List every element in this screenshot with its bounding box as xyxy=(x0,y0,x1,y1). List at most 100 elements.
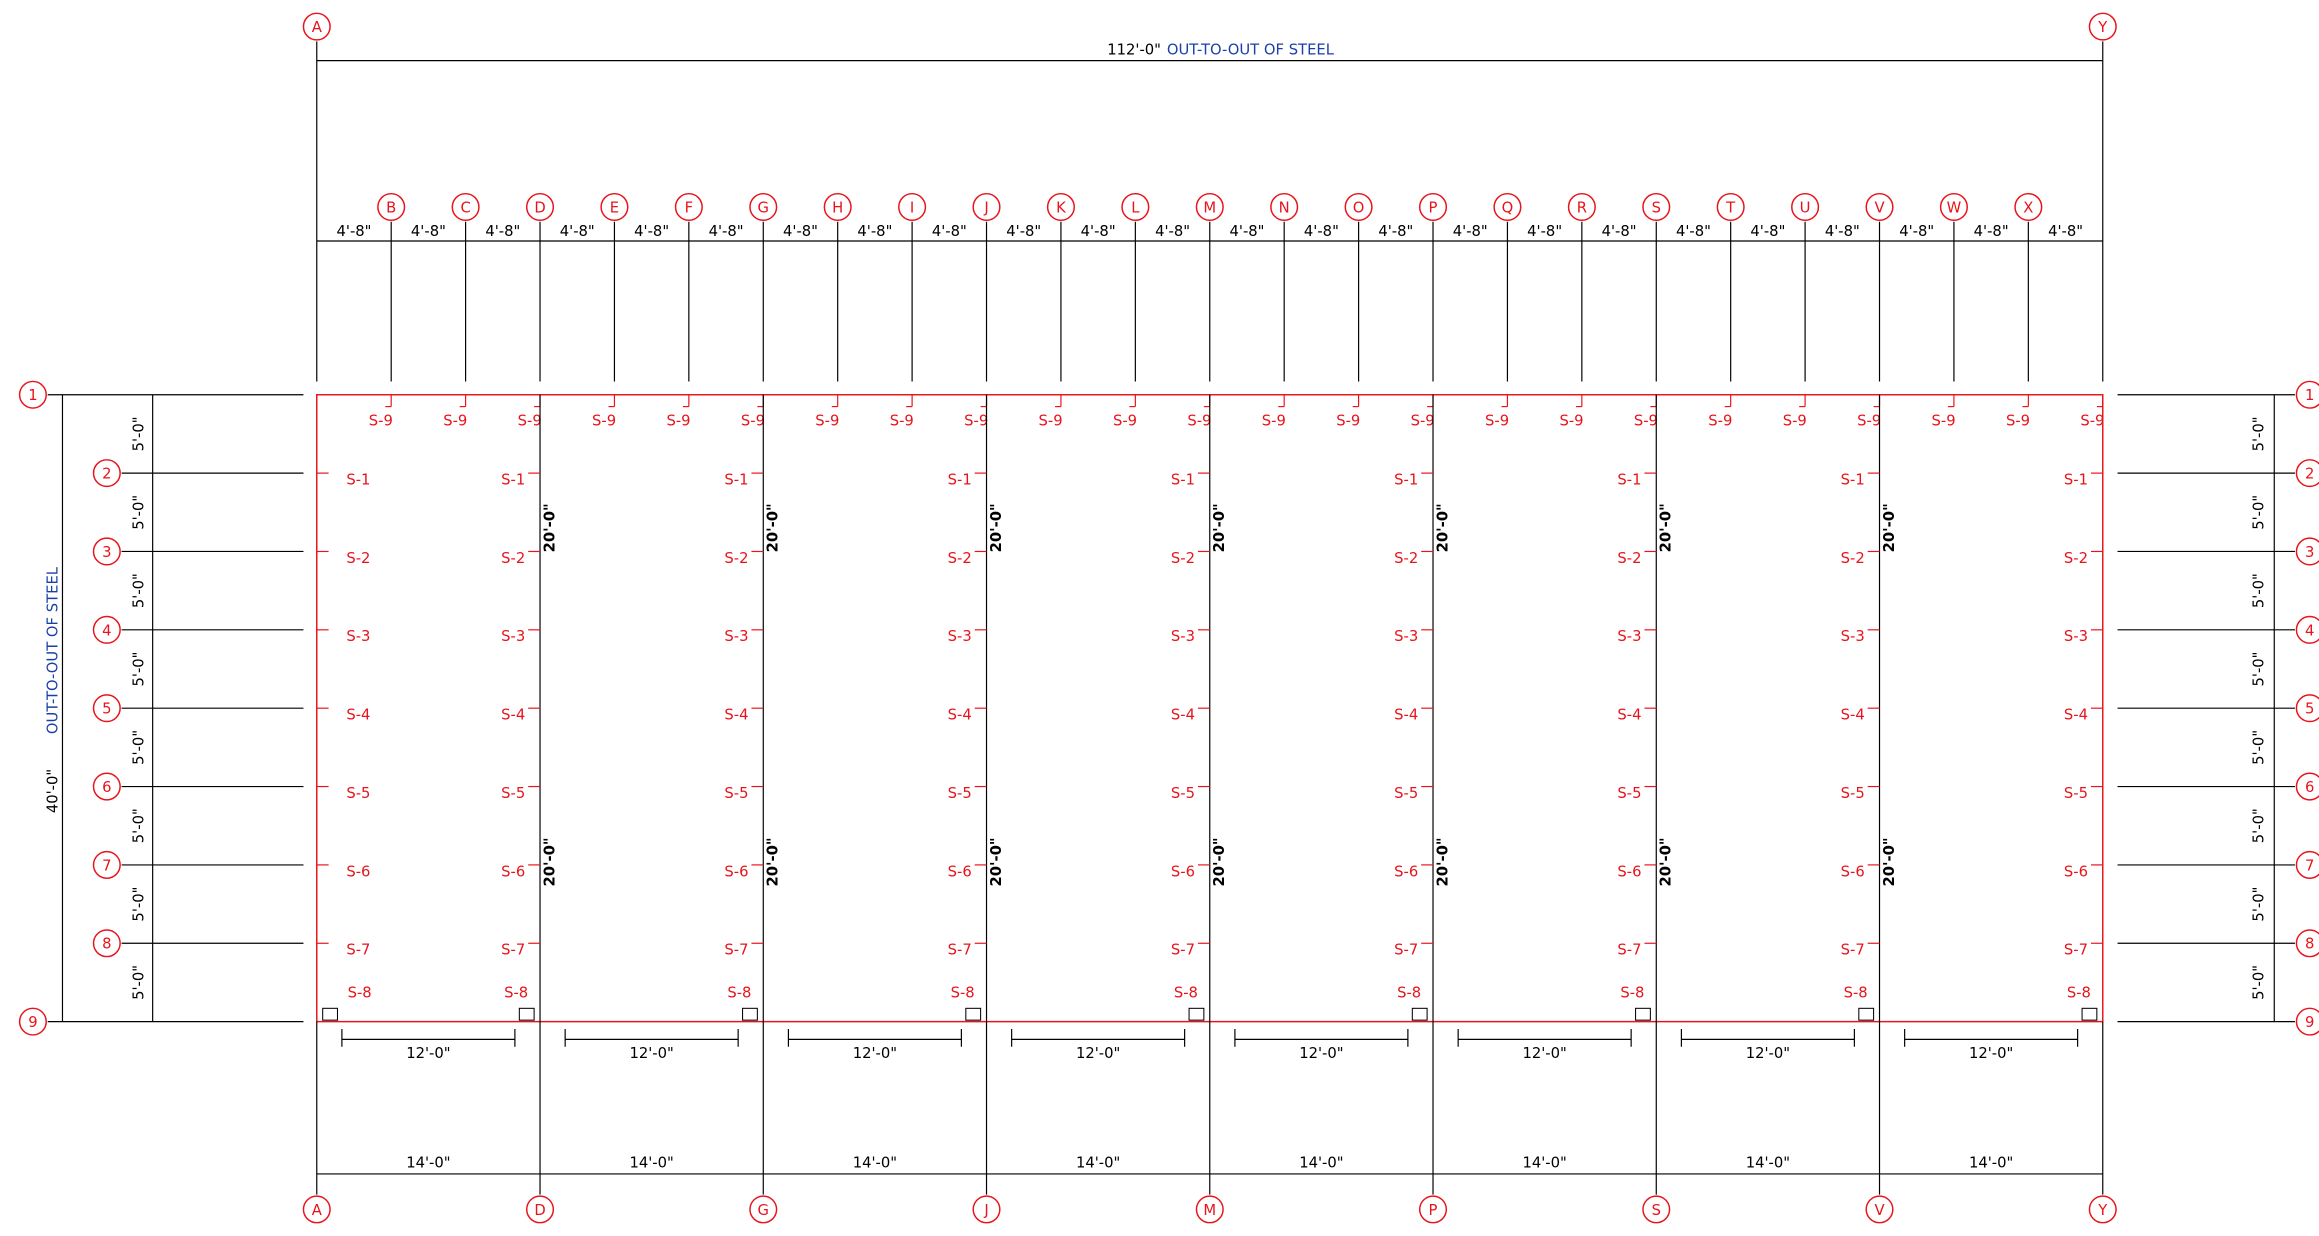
row-dim-right: 5'-0" xyxy=(2250,730,2267,765)
girt-label: S-3 xyxy=(1171,628,1195,645)
grid-column-label: C xyxy=(460,199,470,216)
roof-label: S-9 xyxy=(1113,412,1137,429)
grid-column-label: Y xyxy=(2097,19,2108,36)
grid-column-label-bubble xyxy=(1195,192,1224,222)
base-bracket xyxy=(1188,1007,1205,1021)
clear-span-dim: 12'-0" xyxy=(1522,1045,1566,1062)
grid-column-label-bubble xyxy=(1418,192,1448,222)
girt-label: S-4 xyxy=(1171,707,1195,724)
girt-label: S-5 xyxy=(346,785,370,802)
row-label-left: 9 xyxy=(28,1014,37,1031)
row-label-right: 6 xyxy=(2305,779,2314,796)
row-label-left-bubble xyxy=(18,1007,47,1036)
roof-label: S-9 xyxy=(1411,412,1435,429)
bay-dim: 14'-0" xyxy=(629,1155,673,1172)
frame-height-dim: 20'-0" xyxy=(1881,837,1898,886)
overall-depth-dim: 40'-0" xyxy=(45,769,62,813)
grid-column-label-bubble xyxy=(302,12,331,41)
roof-label: S-9 xyxy=(741,412,765,429)
row-label-right: 9 xyxy=(2305,1014,2314,1031)
roof-label: S-9 xyxy=(518,412,542,429)
bottom-grid-label-bubble xyxy=(525,1195,555,1224)
grid-column-label-bubble xyxy=(749,192,778,222)
row-label-left-bubble xyxy=(92,459,121,488)
row-dim-left: 5'-0" xyxy=(130,652,147,687)
grid-column-label-bubble xyxy=(1791,192,1820,222)
bottom-grid-label: J xyxy=(983,1202,988,1219)
column-spacing-dim: 4'-8" xyxy=(1453,223,1488,240)
grid-column-label-bubble xyxy=(2088,12,2117,41)
grid-column-label-bubble xyxy=(525,192,555,222)
grid-column-label: N xyxy=(1279,199,1290,216)
girt-label: S-3 xyxy=(501,628,525,645)
grid-column-label-bubble xyxy=(377,192,406,222)
girt-label: S-6 xyxy=(724,863,748,880)
girt-label: S-3 xyxy=(1617,628,1641,645)
grid-column-label: I xyxy=(910,199,914,216)
girt-label: S-5 xyxy=(1617,785,1641,802)
row-label-left-bubble xyxy=(92,850,121,879)
bottom-grid-label-bubble xyxy=(1418,1195,1448,1224)
bay-dim: 14'-0" xyxy=(1969,1155,2013,1172)
roof-label: S-9 xyxy=(890,412,914,429)
column-spacing-dim: 4'-8" xyxy=(1378,223,1413,240)
row-label-left-bubble xyxy=(92,615,121,644)
girt-label: S-6 xyxy=(346,863,370,880)
frame-height-dim: 20'-0" xyxy=(1881,503,1898,552)
row-dim-left: 5'-0" xyxy=(130,416,147,451)
grid-column-label-bubble xyxy=(1865,192,1894,222)
row-label-right-bubble xyxy=(2295,1007,2319,1036)
column-spacing-dim: 4'-8" xyxy=(1676,223,1711,240)
row-dim-right: 5'-0" xyxy=(2250,495,2267,530)
grid-column-label: S xyxy=(1652,199,1661,216)
column-spacing-dim: 4'-8" xyxy=(1825,223,1860,240)
row-dim-right: 5'-0" xyxy=(2250,808,2267,843)
column-spacing-dim: 4'-8" xyxy=(1229,223,1264,240)
row-label-left-bubble xyxy=(18,380,47,409)
girt-label: S-6 xyxy=(1394,863,1418,880)
row-label-right: 8 xyxy=(2305,936,2314,953)
grid-column-label: G xyxy=(758,199,769,216)
roof-label: S-9 xyxy=(369,412,393,429)
column-spacing-dim: 4'-8" xyxy=(1527,223,1562,240)
row-label-right: 3 xyxy=(2305,544,2314,561)
girt-label: S-2 xyxy=(346,550,370,567)
roof-label: S-9 xyxy=(1559,412,1583,429)
frame-height-dim: 20'-0" xyxy=(1434,837,1451,886)
girt-label: S-8 xyxy=(727,985,751,1002)
row-label-right: 1 xyxy=(2305,387,2314,404)
roof-label: S-9 xyxy=(2006,412,2030,429)
girt-label: S-8 xyxy=(348,985,372,1002)
base-bracket xyxy=(322,1007,338,1021)
row-dim-right: 5'-0" xyxy=(2250,416,2267,451)
girt-label: S-7 xyxy=(2064,942,2088,959)
row-label-right-bubble xyxy=(2295,929,2319,958)
bay-dim: 14'-0" xyxy=(1076,1155,1120,1172)
roof-label: S-9 xyxy=(1634,412,1658,429)
bottom-grid-label-bubble xyxy=(1865,1195,1894,1224)
girt-label: S-6 xyxy=(1617,863,1641,880)
column-spacing-dim: 4'-8" xyxy=(1602,223,1637,240)
girt-label: S-6 xyxy=(1841,863,1865,880)
girt-label: S-7 xyxy=(724,942,748,959)
girt-label: S-8 xyxy=(1397,985,1421,1002)
girt-label: S-3 xyxy=(948,628,972,645)
grid-column-label-bubble xyxy=(2014,192,2043,222)
grid-column-label-bubble xyxy=(972,192,1001,222)
girt-label: S-4 xyxy=(346,707,370,724)
grid-column-label-bubble xyxy=(1121,192,1150,222)
frame-height-dim: 20'-0" xyxy=(541,837,558,886)
column-spacing-dim: 4'-8" xyxy=(411,223,446,240)
row-label-left: 6 xyxy=(102,779,111,796)
bay-dim: 14'-0" xyxy=(406,1155,450,1172)
grid-column-label: F xyxy=(685,199,693,216)
girt-label: S-4 xyxy=(2064,707,2088,724)
grid-column-label: U xyxy=(1800,199,1811,216)
row-label-left: 8 xyxy=(102,936,111,953)
frame-height-dim: 20'-0" xyxy=(1211,837,1228,886)
bottom-grid-label: P xyxy=(1429,1202,1438,1219)
roof-label: S-9 xyxy=(1932,412,1956,429)
row-label-right-bubble xyxy=(2295,615,2319,644)
